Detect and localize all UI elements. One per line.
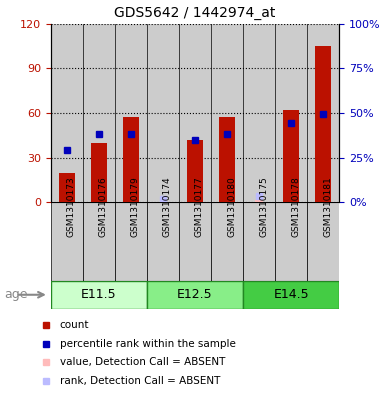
Bar — [307, 24, 339, 202]
Text: GSM1310179: GSM1310179 — [131, 176, 140, 237]
Bar — [51, 24, 83, 202]
Bar — [147, 24, 179, 202]
Text: E11.5: E11.5 — [81, 288, 117, 301]
Bar — [283, 110, 299, 202]
Bar — [59, 173, 75, 202]
Bar — [51, 202, 83, 281]
Bar — [243, 281, 339, 309]
Text: age: age — [4, 288, 27, 301]
Bar — [179, 24, 211, 202]
Bar — [255, 200, 263, 202]
Bar — [179, 202, 211, 281]
Bar — [91, 143, 107, 202]
Bar — [187, 140, 203, 202]
Text: count: count — [60, 320, 89, 330]
Bar — [147, 202, 179, 281]
Bar — [219, 118, 235, 202]
Title: GDS5642 / 1442974_at: GDS5642 / 1442974_at — [114, 6, 276, 20]
Bar — [51, 281, 147, 309]
Bar — [307, 202, 339, 281]
Bar — [115, 24, 147, 202]
Text: GSM1310177: GSM1310177 — [195, 176, 204, 237]
Bar — [123, 118, 139, 202]
Text: GSM1310175: GSM1310175 — [259, 176, 268, 237]
Text: E12.5: E12.5 — [177, 288, 213, 301]
Text: E14.5: E14.5 — [273, 288, 309, 301]
Text: GSM1310174: GSM1310174 — [163, 176, 172, 237]
Text: value, Detection Call = ABSENT: value, Detection Call = ABSENT — [60, 357, 225, 367]
Text: GSM1310176: GSM1310176 — [99, 176, 108, 237]
Bar — [211, 24, 243, 202]
Bar — [243, 202, 275, 281]
Bar — [275, 202, 307, 281]
Bar — [315, 46, 331, 202]
Text: GSM1310180: GSM1310180 — [227, 176, 236, 237]
Bar — [147, 281, 243, 309]
Bar — [275, 24, 307, 202]
Bar — [243, 24, 275, 202]
Bar — [115, 202, 147, 281]
Text: percentile rank within the sample: percentile rank within the sample — [60, 338, 236, 349]
Bar — [83, 24, 115, 202]
Bar — [211, 202, 243, 281]
Text: GSM1310173: GSM1310173 — [67, 176, 76, 237]
Text: GSM1310181: GSM1310181 — [323, 176, 332, 237]
Bar — [83, 202, 115, 281]
Text: rank, Detection Call = ABSENT: rank, Detection Call = ABSENT — [60, 376, 220, 386]
Text: GSM1310178: GSM1310178 — [291, 176, 300, 237]
